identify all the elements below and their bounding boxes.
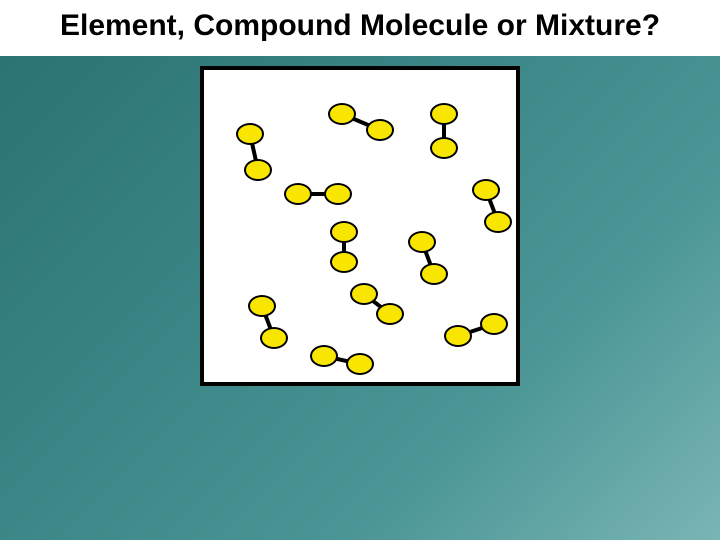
atom [328, 103, 356, 125]
atom [284, 183, 312, 205]
atom [430, 137, 458, 159]
atom [472, 179, 500, 201]
atom [480, 313, 508, 335]
atom [260, 327, 288, 349]
atom [420, 263, 448, 285]
atom [244, 159, 272, 181]
atom [350, 283, 378, 305]
atom [346, 353, 374, 375]
atom [430, 103, 458, 125]
slide-title: Element, Compound Molecule or Mixture? [0, 8, 720, 44]
atom [444, 325, 472, 347]
atom [408, 231, 436, 253]
atom [330, 221, 358, 243]
diagram-container [0, 66, 720, 386]
atom [248, 295, 276, 317]
atom [330, 251, 358, 273]
title-band: Element, Compound Molecule or Mixture? [0, 0, 720, 56]
atom [376, 303, 404, 325]
atom [366, 119, 394, 141]
atom [484, 211, 512, 233]
atom [236, 123, 264, 145]
atom [310, 345, 338, 367]
molecule-diagram [200, 66, 520, 386]
atom [324, 183, 352, 205]
